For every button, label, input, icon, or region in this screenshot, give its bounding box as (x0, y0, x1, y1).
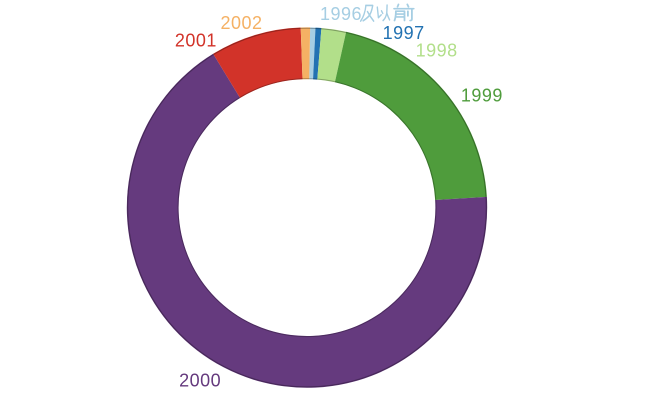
svg-text:1996: 1996 (320, 4, 362, 24)
svg-text:1998: 1998 (416, 41, 458, 61)
svg-text:2000: 2000 (179, 371, 221, 391)
svg-text:2001: 2001 (175, 31, 217, 51)
svg-text:1997: 1997 (383, 23, 425, 43)
svg-text:1999: 1999 (461, 85, 503, 105)
svg-text:2002: 2002 (221, 13, 263, 33)
